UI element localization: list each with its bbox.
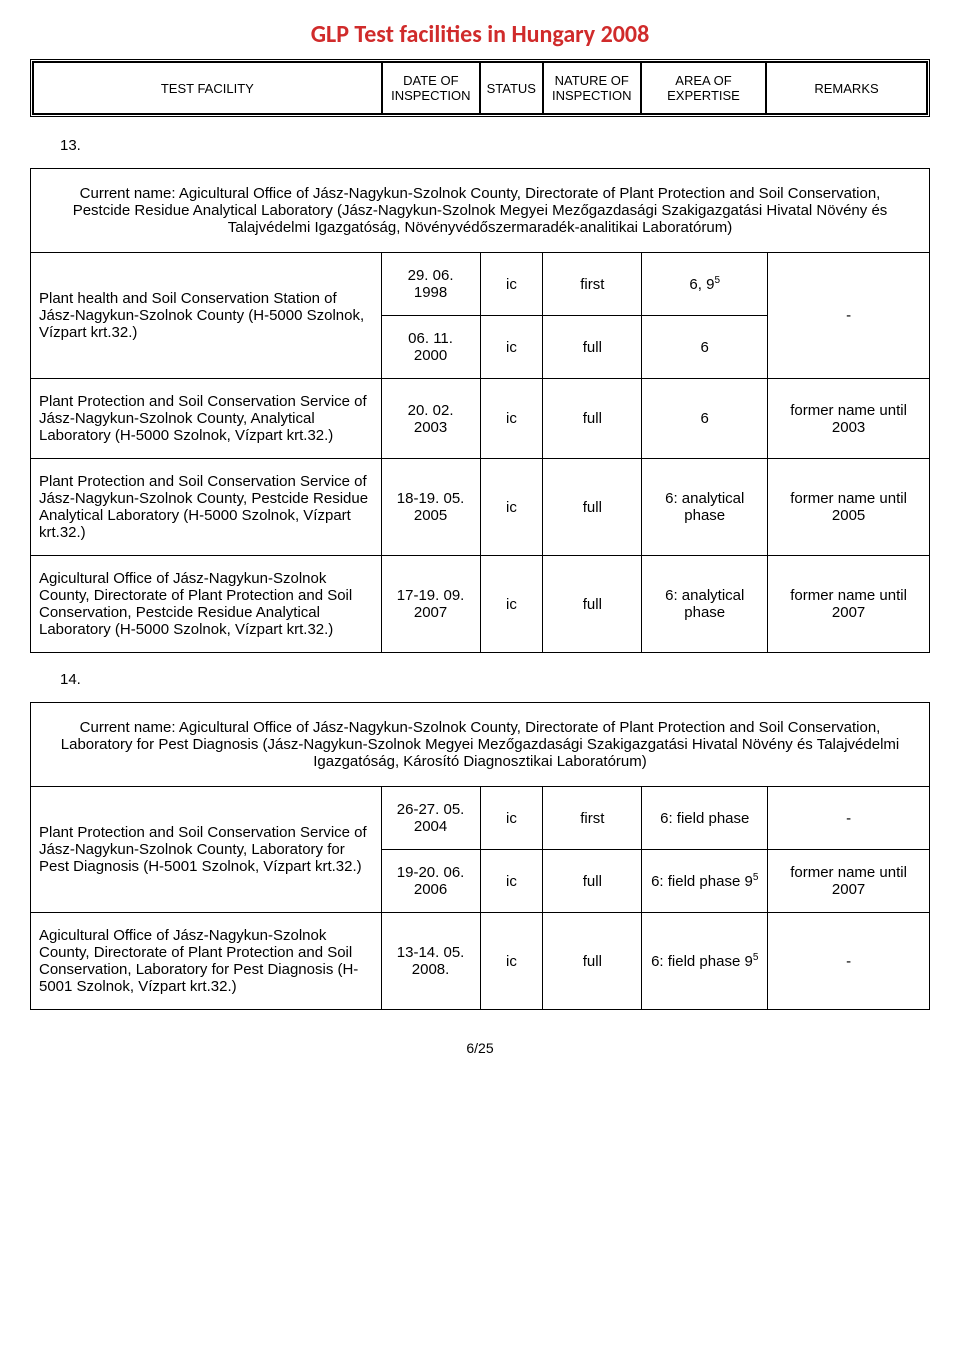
section-number-13: 13. xyxy=(60,137,930,154)
cell-nature: full xyxy=(543,316,642,379)
cell-facility: Plant health and Soil Conservation Stati… xyxy=(31,253,382,379)
cell-nature: first xyxy=(543,787,642,850)
cell-facility: Plant Protection and Soil Conservation S… xyxy=(31,379,382,459)
cell-remarks: former name until 2007 xyxy=(768,556,930,653)
cell-remarks: former name until 2005 xyxy=(768,459,930,556)
table-row: Plant Protection and Soil Conservation S… xyxy=(31,379,930,459)
cell-facility: Agicultural Office of Jász-Nagykun-Szoln… xyxy=(31,556,382,653)
cell-remarks: - xyxy=(768,787,930,850)
cell-date: 19-20. 06. 2006 xyxy=(381,850,480,913)
page-number: 6/25 xyxy=(30,1040,930,1056)
current-name-13: Current name: Agicultural Office of Jász… xyxy=(31,169,930,253)
cell-date: 26-27. 05. 2004 xyxy=(381,787,480,850)
cell-area: 6: field phase 95 xyxy=(642,850,768,913)
cell-status: ic xyxy=(480,850,543,913)
cell-date: 13-14. 05. 2008. xyxy=(381,913,480,1010)
cell-area: 6: field phase 95 xyxy=(642,913,768,1010)
page-title: GLP Test facilities in Hungary 2008 xyxy=(30,20,930,49)
cell-date: 17-19. 09. 2007 xyxy=(381,556,480,653)
cell-facility: Agicultural Office of Jász-Nagykun-Szoln… xyxy=(31,913,382,1010)
header-col-nature: NATURE OF INSPECTION xyxy=(543,62,641,114)
cell-remarks: - xyxy=(768,253,930,379)
header-col-area: AREA OF EXPERTISE xyxy=(641,62,766,114)
cell-area: 6: analytical phase xyxy=(642,556,768,653)
cell-status: ic xyxy=(480,459,543,556)
cell-status: ic xyxy=(480,316,543,379)
cell-area: 6 xyxy=(642,316,768,379)
cell-status: ic xyxy=(480,787,543,850)
cell-remarks: former name until 2007 xyxy=(768,850,930,913)
cell-nature: full xyxy=(543,913,642,1010)
cell-remarks: - xyxy=(768,913,930,1010)
cell-area: 6, 95 xyxy=(642,253,768,316)
cell-nature: full xyxy=(543,850,642,913)
cell-date: 29. 06. 1998 xyxy=(381,253,480,316)
cell-status: ic xyxy=(480,556,543,653)
cell-status: ic xyxy=(480,913,543,1010)
header-col-facility: TEST FACILITY xyxy=(33,62,382,114)
cell-area: 6: field phase xyxy=(642,787,768,850)
cell-date: 20. 02. 2003 xyxy=(381,379,480,459)
cell-nature: full xyxy=(543,556,642,653)
cell-facility: Plant Protection and Soil Conservation S… xyxy=(31,459,382,556)
cell-remarks: former name until 2003 xyxy=(768,379,930,459)
current-name-14: Current name: Agicultural Office of Jász… xyxy=(31,703,930,787)
header-col-status: STATUS xyxy=(480,62,543,114)
cell-nature: full xyxy=(543,459,642,556)
header-col-date: DATE OF INSPECTION xyxy=(382,62,480,114)
table-row: Plant Protection and Soil Conservation S… xyxy=(31,787,930,850)
table-row: Plant health and Soil Conservation Stati… xyxy=(31,253,930,316)
cell-date: 18-19. 05. 2005 xyxy=(381,459,480,556)
cell-status: ic xyxy=(480,253,543,316)
section-number-14: 14. xyxy=(60,671,930,688)
table-section-13: Current name: Agicultural Office of Jász… xyxy=(30,168,930,653)
cell-nature: full xyxy=(543,379,642,459)
cell-area: 6 xyxy=(642,379,768,459)
table-row: Plant Protection and Soil Conservation S… xyxy=(31,459,930,556)
cell-status: ic xyxy=(480,379,543,459)
header-table: TEST FACILITY DATE OF INSPECTION STATUS … xyxy=(30,59,930,117)
table-section-14: Current name: Agicultural Office of Jász… xyxy=(30,702,930,1010)
cell-area: 6: analytical phase xyxy=(642,459,768,556)
header-col-remarks: REMARKS xyxy=(766,62,927,114)
cell-date: 06. 11. 2000 xyxy=(381,316,480,379)
cell-nature: first xyxy=(543,253,642,316)
table-row: Agicultural Office of Jász-Nagykun-Szoln… xyxy=(31,913,930,1010)
cell-facility: Plant Protection and Soil Conservation S… xyxy=(31,787,382,913)
table-row: Agicultural Office of Jász-Nagykun-Szoln… xyxy=(31,556,930,653)
